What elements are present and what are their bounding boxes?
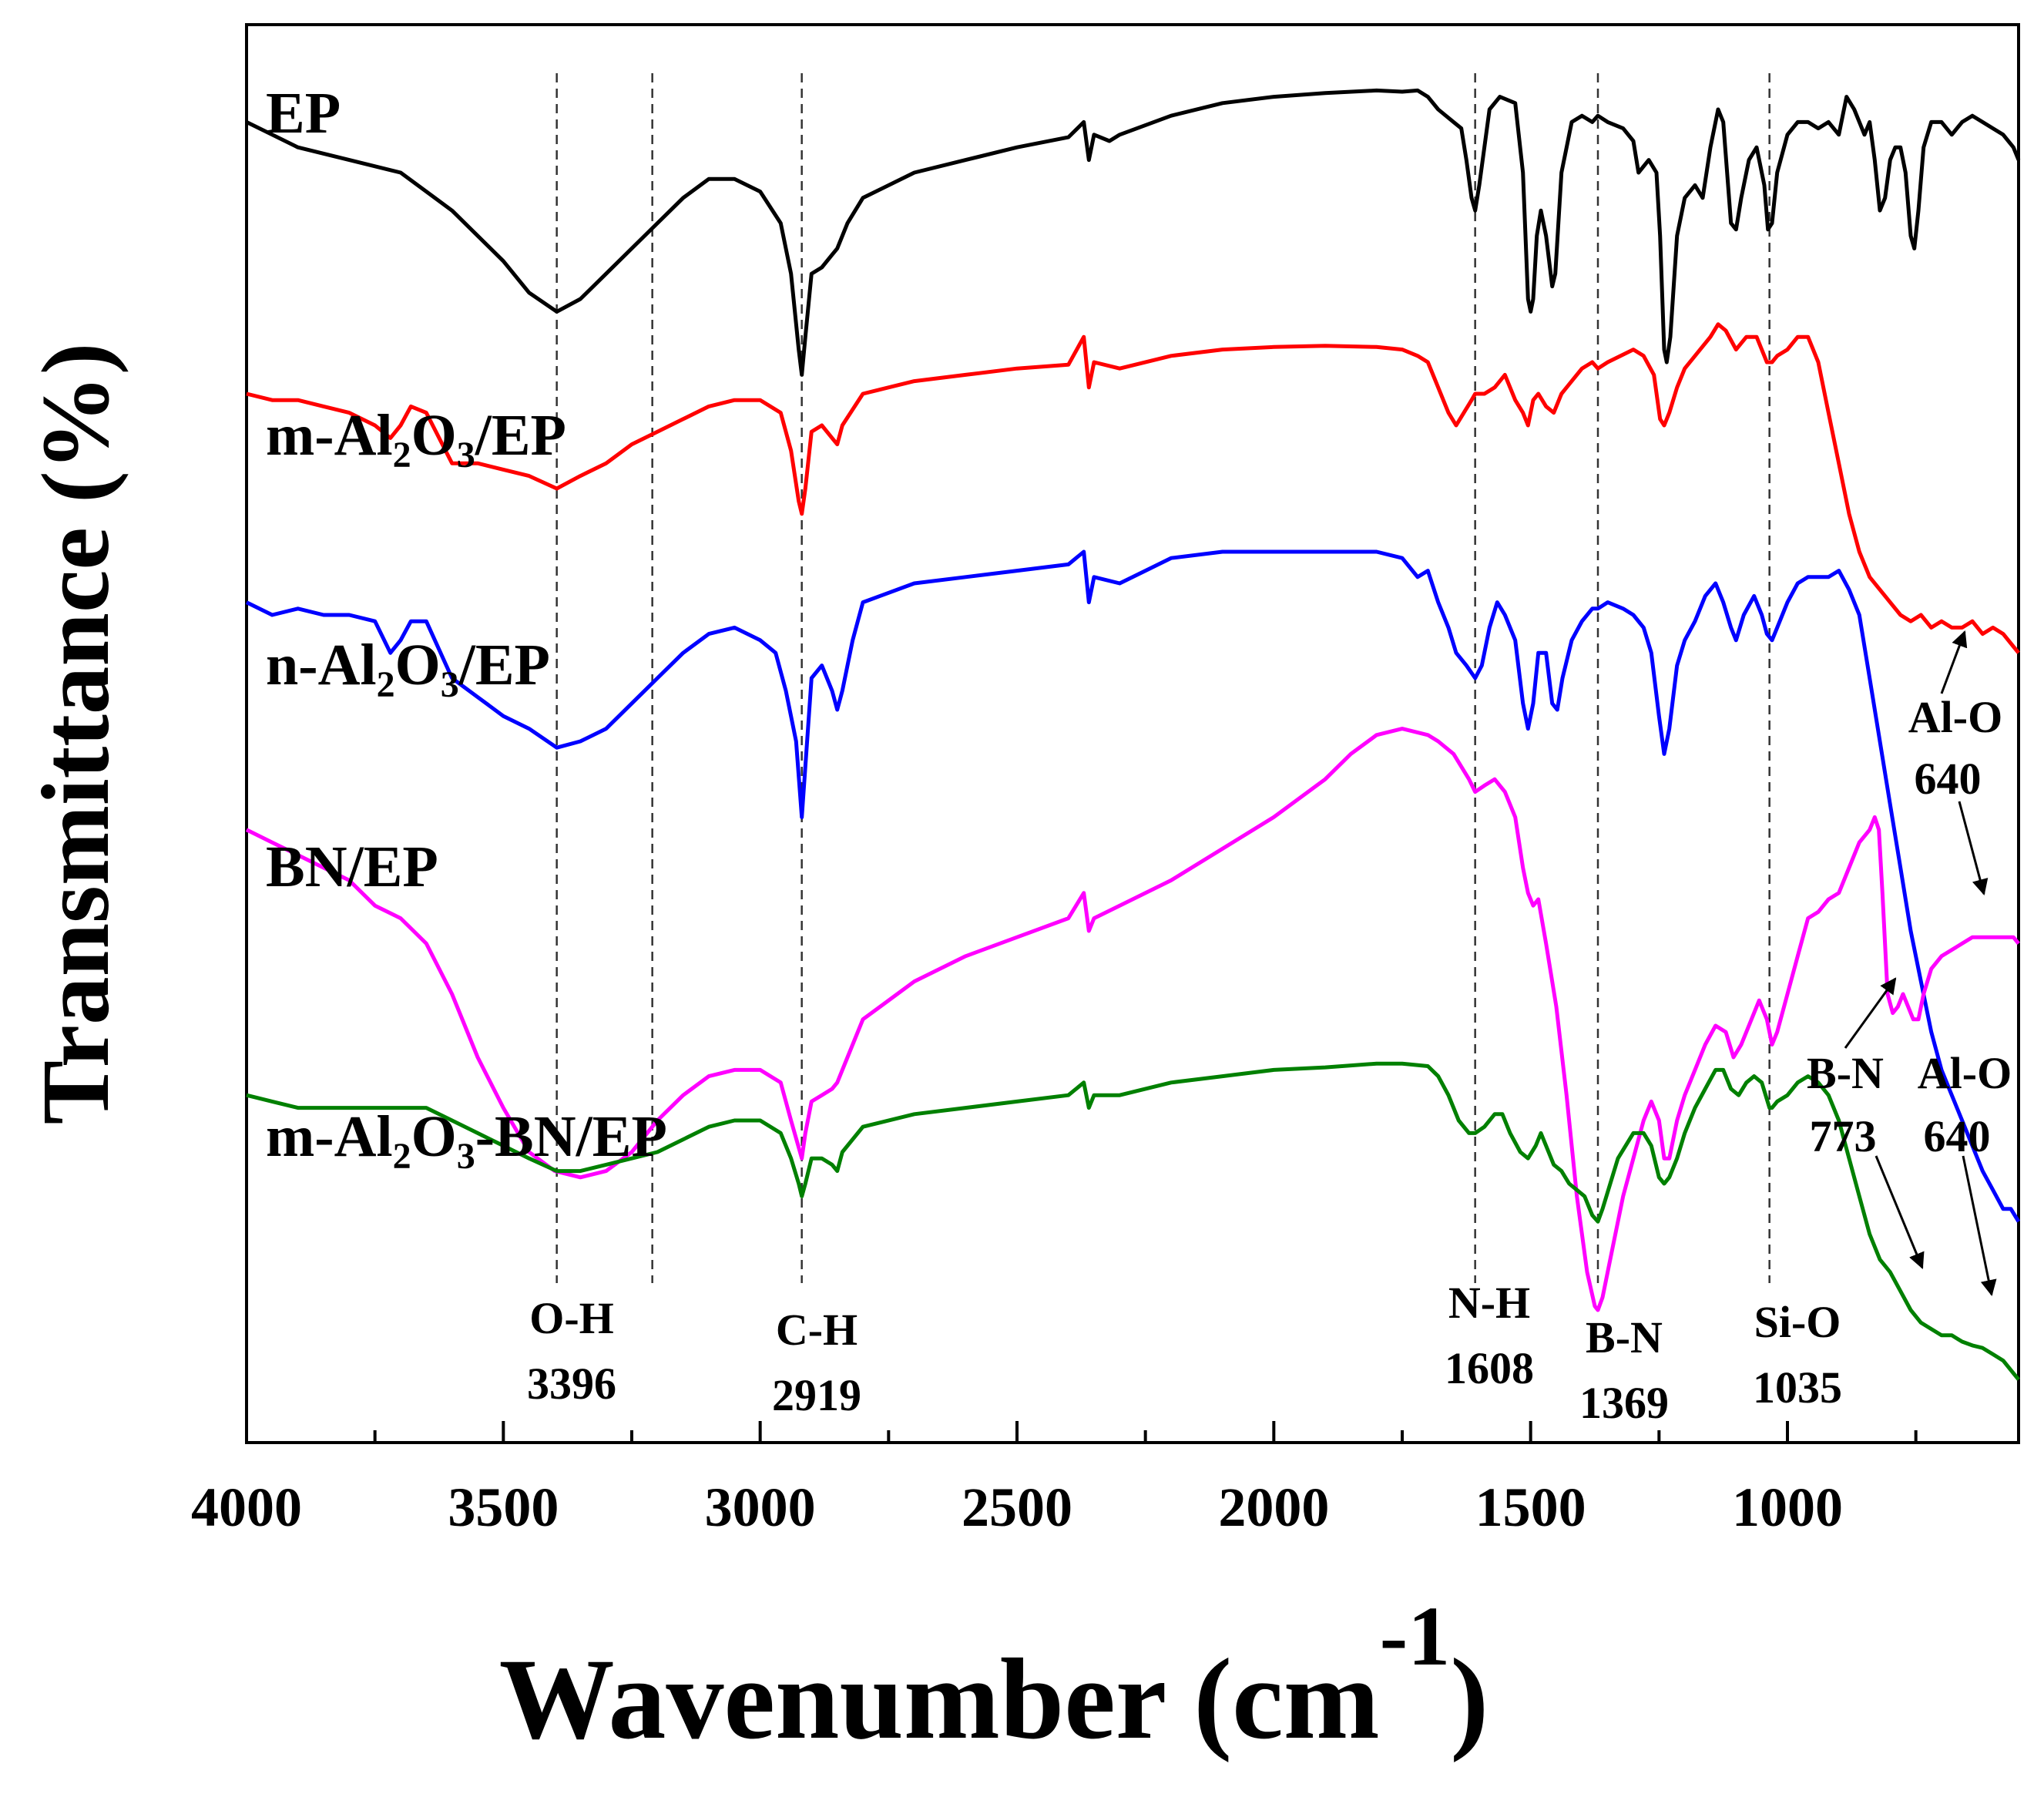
x-axis-title: Wavenumber (cm-1) bbox=[499, 1589, 1489, 1763]
peak-label-sio-value: 1035 bbox=[1753, 1362, 1842, 1413]
series-line-m-al2o3-ep bbox=[246, 322, 2020, 654]
series-line-ep bbox=[245, 88, 2021, 377]
series-label-m-al2o3-bn-ep: m-Al2O3-BN/EP bbox=[266, 1104, 667, 1177]
x-tick-label-3500: 3500 bbox=[448, 1476, 559, 1538]
peak-label-sio-name: Si-O bbox=[1754, 1297, 1841, 1347]
series-lines bbox=[245, 88, 2021, 1381]
arrow-alo-red bbox=[1940, 630, 1968, 694]
plot-area-frame bbox=[245, 23, 2020, 1444]
series-line-m-al2o3-bn-ep bbox=[246, 1061, 2020, 1381]
series-label-m-al2o3-ep: m-Al2O3/EP bbox=[266, 403, 566, 475]
annotation-alo-red-value: 640 bbox=[1915, 754, 1982, 804]
y-axis-title: Transmittance (%) bbox=[23, 343, 129, 1125]
arrow-bn-green bbox=[1875, 1155, 1925, 1269]
peak-label-ch-value: 2919 bbox=[772, 1370, 861, 1420]
series-line-bn-ep bbox=[245, 727, 2020, 1312]
annotation-alo-red-name: Al-O bbox=[1908, 692, 2002, 742]
reference-lines bbox=[555, 73, 1770, 1283]
peak-label-nh-name: N-H bbox=[1448, 1278, 1530, 1328]
peak-label-bn-name: B-N bbox=[1586, 1312, 1663, 1362]
peak-label-oh-value: 3396 bbox=[527, 1359, 616, 1409]
peak-label-bn-value: 1369 bbox=[1579, 1378, 1669, 1428]
arrow-bn-magenta bbox=[1844, 977, 1897, 1049]
series-label-n-al2o3-ep: n-Al2O3/EP bbox=[266, 633, 550, 705]
x-tick-label-4000: 4000 bbox=[191, 1476, 302, 1538]
arrow-alo-green bbox=[1962, 1155, 1997, 1297]
x-tick-label-1500: 1500 bbox=[1475, 1476, 1586, 1538]
x-tick-label-2500: 2500 bbox=[962, 1476, 1072, 1538]
x-axis-ticks: 4000 3500 3000 2500 2000 1500 1000 bbox=[191, 1421, 1918, 1538]
x-tick-label-1000: 1000 bbox=[1732, 1476, 1843, 1538]
peak-label-nh-value: 1608 bbox=[1445, 1343, 1534, 1393]
annotation-alo-green-value: 640 bbox=[1924, 1111, 1991, 1161]
peak-label-oh-name: O-H bbox=[529, 1293, 614, 1343]
peak-label-ch-name: C-H bbox=[776, 1305, 858, 1355]
x-tick-label-3000: 3000 bbox=[705, 1476, 816, 1538]
annotation-alo-green-name: Al-O bbox=[1918, 1048, 2012, 1098]
annotation-bn-773-name: B-N bbox=[1807, 1048, 1884, 1098]
series-label-bn-ep: BN/EP bbox=[266, 835, 438, 899]
annotation-bn-773-value: 773 bbox=[1810, 1111, 1877, 1161]
series-line-n-al2o3-ep bbox=[245, 549, 2021, 1223]
x-tick-label-2000: 2000 bbox=[1218, 1476, 1329, 1538]
arrow-alo-blue bbox=[1958, 801, 1989, 896]
series-label-ep: EP bbox=[266, 81, 341, 146]
